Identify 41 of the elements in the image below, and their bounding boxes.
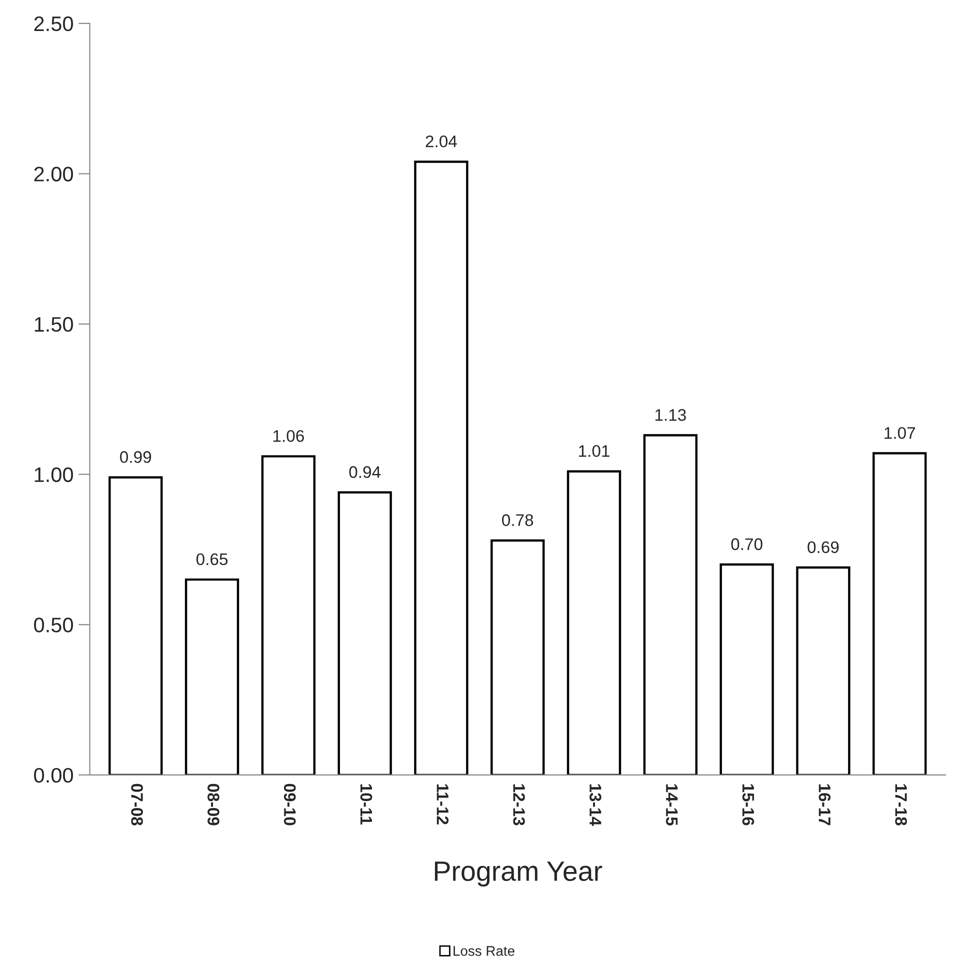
x-tick-label: 13-14: [590, 784, 602, 826]
legend-label: Loss Rate: [454, 946, 514, 956]
data-label: 0.70: [731, 538, 762, 550]
y-tick-label: 2.00: [34, 166, 73, 182]
y-tick-label: 0.00: [34, 768, 73, 783]
data-label: 0.94: [349, 466, 381, 478]
data-label: 0.78: [502, 514, 534, 526]
bar: [872, 452, 927, 775]
bar: [796, 566, 850, 775]
x-tick-label: 14-15: [666, 784, 678, 826]
bar: [338, 491, 392, 775]
bar: [720, 563, 774, 775]
data-label: 0.69: [808, 541, 839, 554]
data-label: 2.04: [426, 135, 457, 148]
x-tick-label: 10-11: [360, 784, 372, 825]
data-label: 1.13: [655, 409, 686, 421]
data-label: 0.65: [196, 553, 228, 566]
data-label: 1.01: [579, 445, 610, 457]
bar: [566, 470, 622, 775]
data-label: 0.99: [120, 451, 152, 463]
x-tick-label: 17-18: [895, 784, 907, 826]
y-tick-label: 2.50: [34, 16, 73, 32]
bar: [261, 455, 316, 775]
x-tick-label: 15-16: [742, 784, 754, 826]
data-label: 1.07: [884, 427, 915, 439]
x-axis-title: Program Year: [434, 862, 602, 887]
data-label: 1.06: [273, 430, 304, 442]
y-tick-label: 1.00: [34, 467, 73, 482]
y-tick-label: 1.50: [34, 317, 73, 332]
bar: [414, 160, 468, 775]
x-tick-label: 07-08: [131, 784, 143, 826]
bar: [108, 476, 163, 775]
x-tick-label: 09-10: [284, 784, 296, 826]
y-tick-label: 0.50: [34, 618, 73, 632]
bar: [184, 578, 240, 775]
bar: [643, 434, 698, 775]
bar: [490, 539, 545, 775]
x-tick-label: 12-13: [513, 784, 525, 826]
x-tick-label: 16-17: [818, 784, 831, 826]
x-tick-label: 08-09: [208, 784, 220, 826]
x-tick-label: 11-12: [436, 784, 449, 824]
